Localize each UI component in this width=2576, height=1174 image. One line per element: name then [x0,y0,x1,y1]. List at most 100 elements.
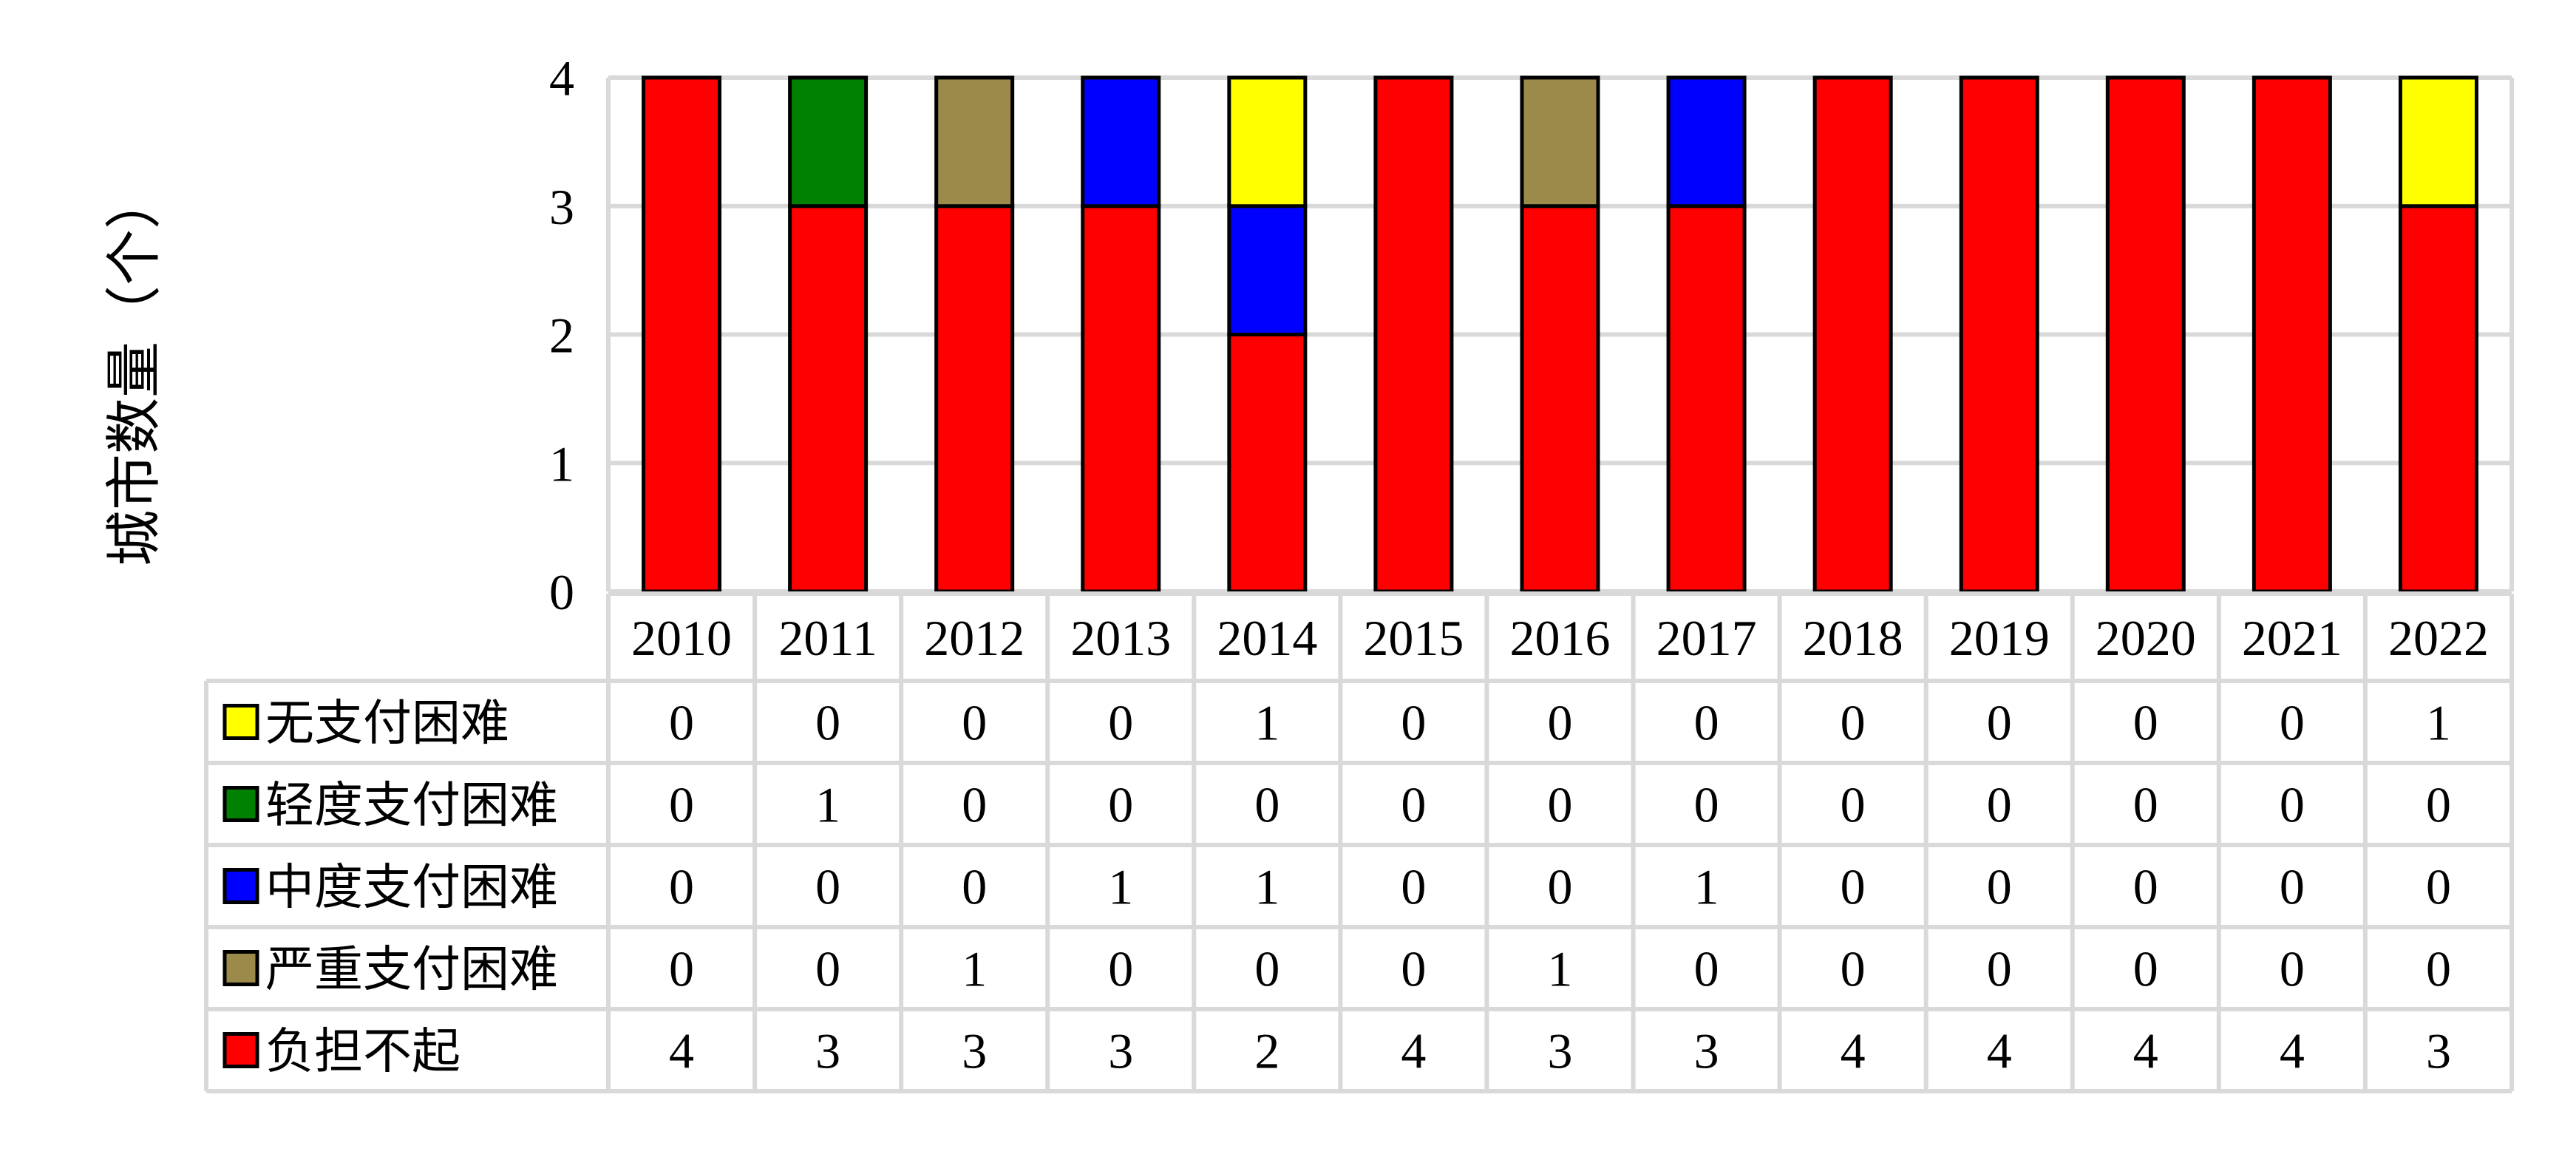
table-cell-value: 0 [1108,695,1133,751]
table-cell-value: 0 [1694,941,1719,997]
table-cell-value: 0 [2280,941,2305,997]
x-category-label: 2022 [2388,610,2489,666]
table-cell-value: 0 [1401,941,1426,997]
legend-swatch [222,868,259,904]
bar-segment [1812,75,1893,594]
table-cell-value: 0 [1694,695,1719,751]
bar-segment [2398,75,2478,208]
table-cell-value: 1 [1548,941,1573,997]
y-axis: 0 1 2 3 4 [549,50,574,620]
table-cell-value: 0 [2133,777,2158,833]
table-cell-value: 3 [815,1023,840,1079]
table-cell-value: 1 [962,941,987,997]
table-cell-value: 4 [1987,1023,2012,1079]
table-cell-value: 0 [962,859,987,915]
data-table: 2010 2011 2012 2013 2014 2015 2016 2017 2018 2019… [204,591,2514,1093]
legend-label: 轻度支付困难 [265,779,558,833]
table-cell-value: 0 [2133,695,2158,751]
bar-segment [788,204,869,594]
table-cell-value: 3 [962,1023,987,1079]
table-cell-value: 0 [2133,859,2158,915]
table-cell-value: 0 [1108,777,1133,833]
table-cell-value: 0 [1401,859,1426,915]
table-cell-value: 0 [1694,777,1719,833]
table-cell-value: 0 [1841,695,1866,751]
table-cell-value: 0 [815,859,840,915]
x-category-label: 2017 [1656,610,1757,666]
table-cell-value: 4 [2133,1023,2158,1079]
table-cell-value: 3 [1108,1023,1133,1079]
bar-segment [788,75,869,208]
x-category-label: 2010 [631,610,732,666]
table-cell-value: 0 [2280,777,2305,833]
y-tick-label: 4 [549,50,574,106]
table-cell-value: 0 [1841,859,1866,915]
bar-segment [1081,204,1161,594]
table-cell-value: 1 [1254,695,1279,751]
table-cell-value: 4 [1841,1023,1866,1079]
x-category-label: 2020 [2096,610,2196,666]
table-cell-value: 1 [815,777,840,833]
bar-segment [1666,75,1747,208]
table-cell-value: 0 [2426,859,2451,915]
y-tick-label: 2 [549,308,574,364]
bar-segment [1227,204,1308,336]
table-cell-value: 0 [1987,859,2012,915]
table-cell-value: 0 [1254,777,1279,833]
table-cell-value: 1 [2426,695,2451,751]
legend-label: 负担不起 [265,1025,461,1079]
legend-swatch [222,704,259,740]
legend-swatch [222,1032,259,1068]
bar-segment [1227,75,1308,208]
bar-segment [2105,75,2186,594]
x-category-label: 2012 [924,610,1024,666]
x-category-label: 2011 [778,610,877,666]
table-cell-value: 4 [1401,1023,1426,1079]
table-cell-value: 0 [1987,941,2012,997]
bar-segment [1227,333,1308,594]
x-category-label: 2021 [2242,610,2342,666]
table-cell-value: 0 [962,695,987,751]
bar-segment [1373,75,1454,594]
bars [642,75,2478,594]
x-category-label: 2018 [1803,610,1903,666]
table-cell-value: 1 [1254,859,1279,915]
table-cell-value: 0 [669,695,694,751]
table-cell-value: 3 [2426,1023,2451,1079]
bar-segment [1081,75,1161,208]
y-tick-label: 0 [549,564,574,620]
bar-segment [934,204,1015,594]
bar-segment [1520,204,1600,594]
y-tick-label: 1 [549,435,574,492]
table-cell-value: 0 [1841,941,1866,997]
table-cell-value: 4 [669,1023,694,1079]
x-category-label: 2019 [1949,610,2050,666]
table-cell-value: 0 [1254,941,1279,997]
table-cell-value: 0 [669,859,694,915]
table-cell-value: 0 [2426,777,2451,833]
legend-label: 严重支付困难 [265,943,558,997]
table-cell-value: 0 [1548,777,1573,833]
bar-segment [2252,75,2332,594]
table-cell-value: 0 [1841,777,1866,833]
legend-label: 中度支付困难 [265,861,558,915]
table-cell-value: 0 [669,941,694,997]
bar-segment [1959,75,2039,594]
table-cell-value: 0 [669,777,694,833]
bar-segment [2398,204,2478,594]
legend-label: 无支付困难 [265,697,509,751]
bar-segment [1520,75,1600,208]
table-cell-value: 0 [1987,695,2012,751]
x-category-label: 2014 [1217,610,1317,666]
y-tick-label: 3 [549,179,574,235]
legend-swatch [222,950,259,986]
x-category-label: 2016 [1510,610,1611,666]
table-cell-value: 3 [1548,1023,1573,1079]
x-category-label: 2013 [1070,610,1171,666]
table-cell-value: 0 [2133,941,2158,997]
table-cell-value: 0 [815,695,840,751]
bar-segment [642,75,722,594]
table-cell-value: 0 [962,777,987,833]
table-cell-value: 0 [1548,695,1573,751]
